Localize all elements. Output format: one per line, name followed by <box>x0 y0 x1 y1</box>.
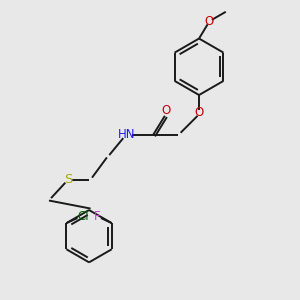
Text: HN: HN <box>118 128 135 141</box>
Text: O: O <box>205 15 214 28</box>
Text: S: S <box>64 173 73 186</box>
Text: F: F <box>94 210 101 223</box>
Text: O: O <box>162 104 171 117</box>
Text: O: O <box>194 106 204 119</box>
Text: Cl: Cl <box>77 210 88 223</box>
